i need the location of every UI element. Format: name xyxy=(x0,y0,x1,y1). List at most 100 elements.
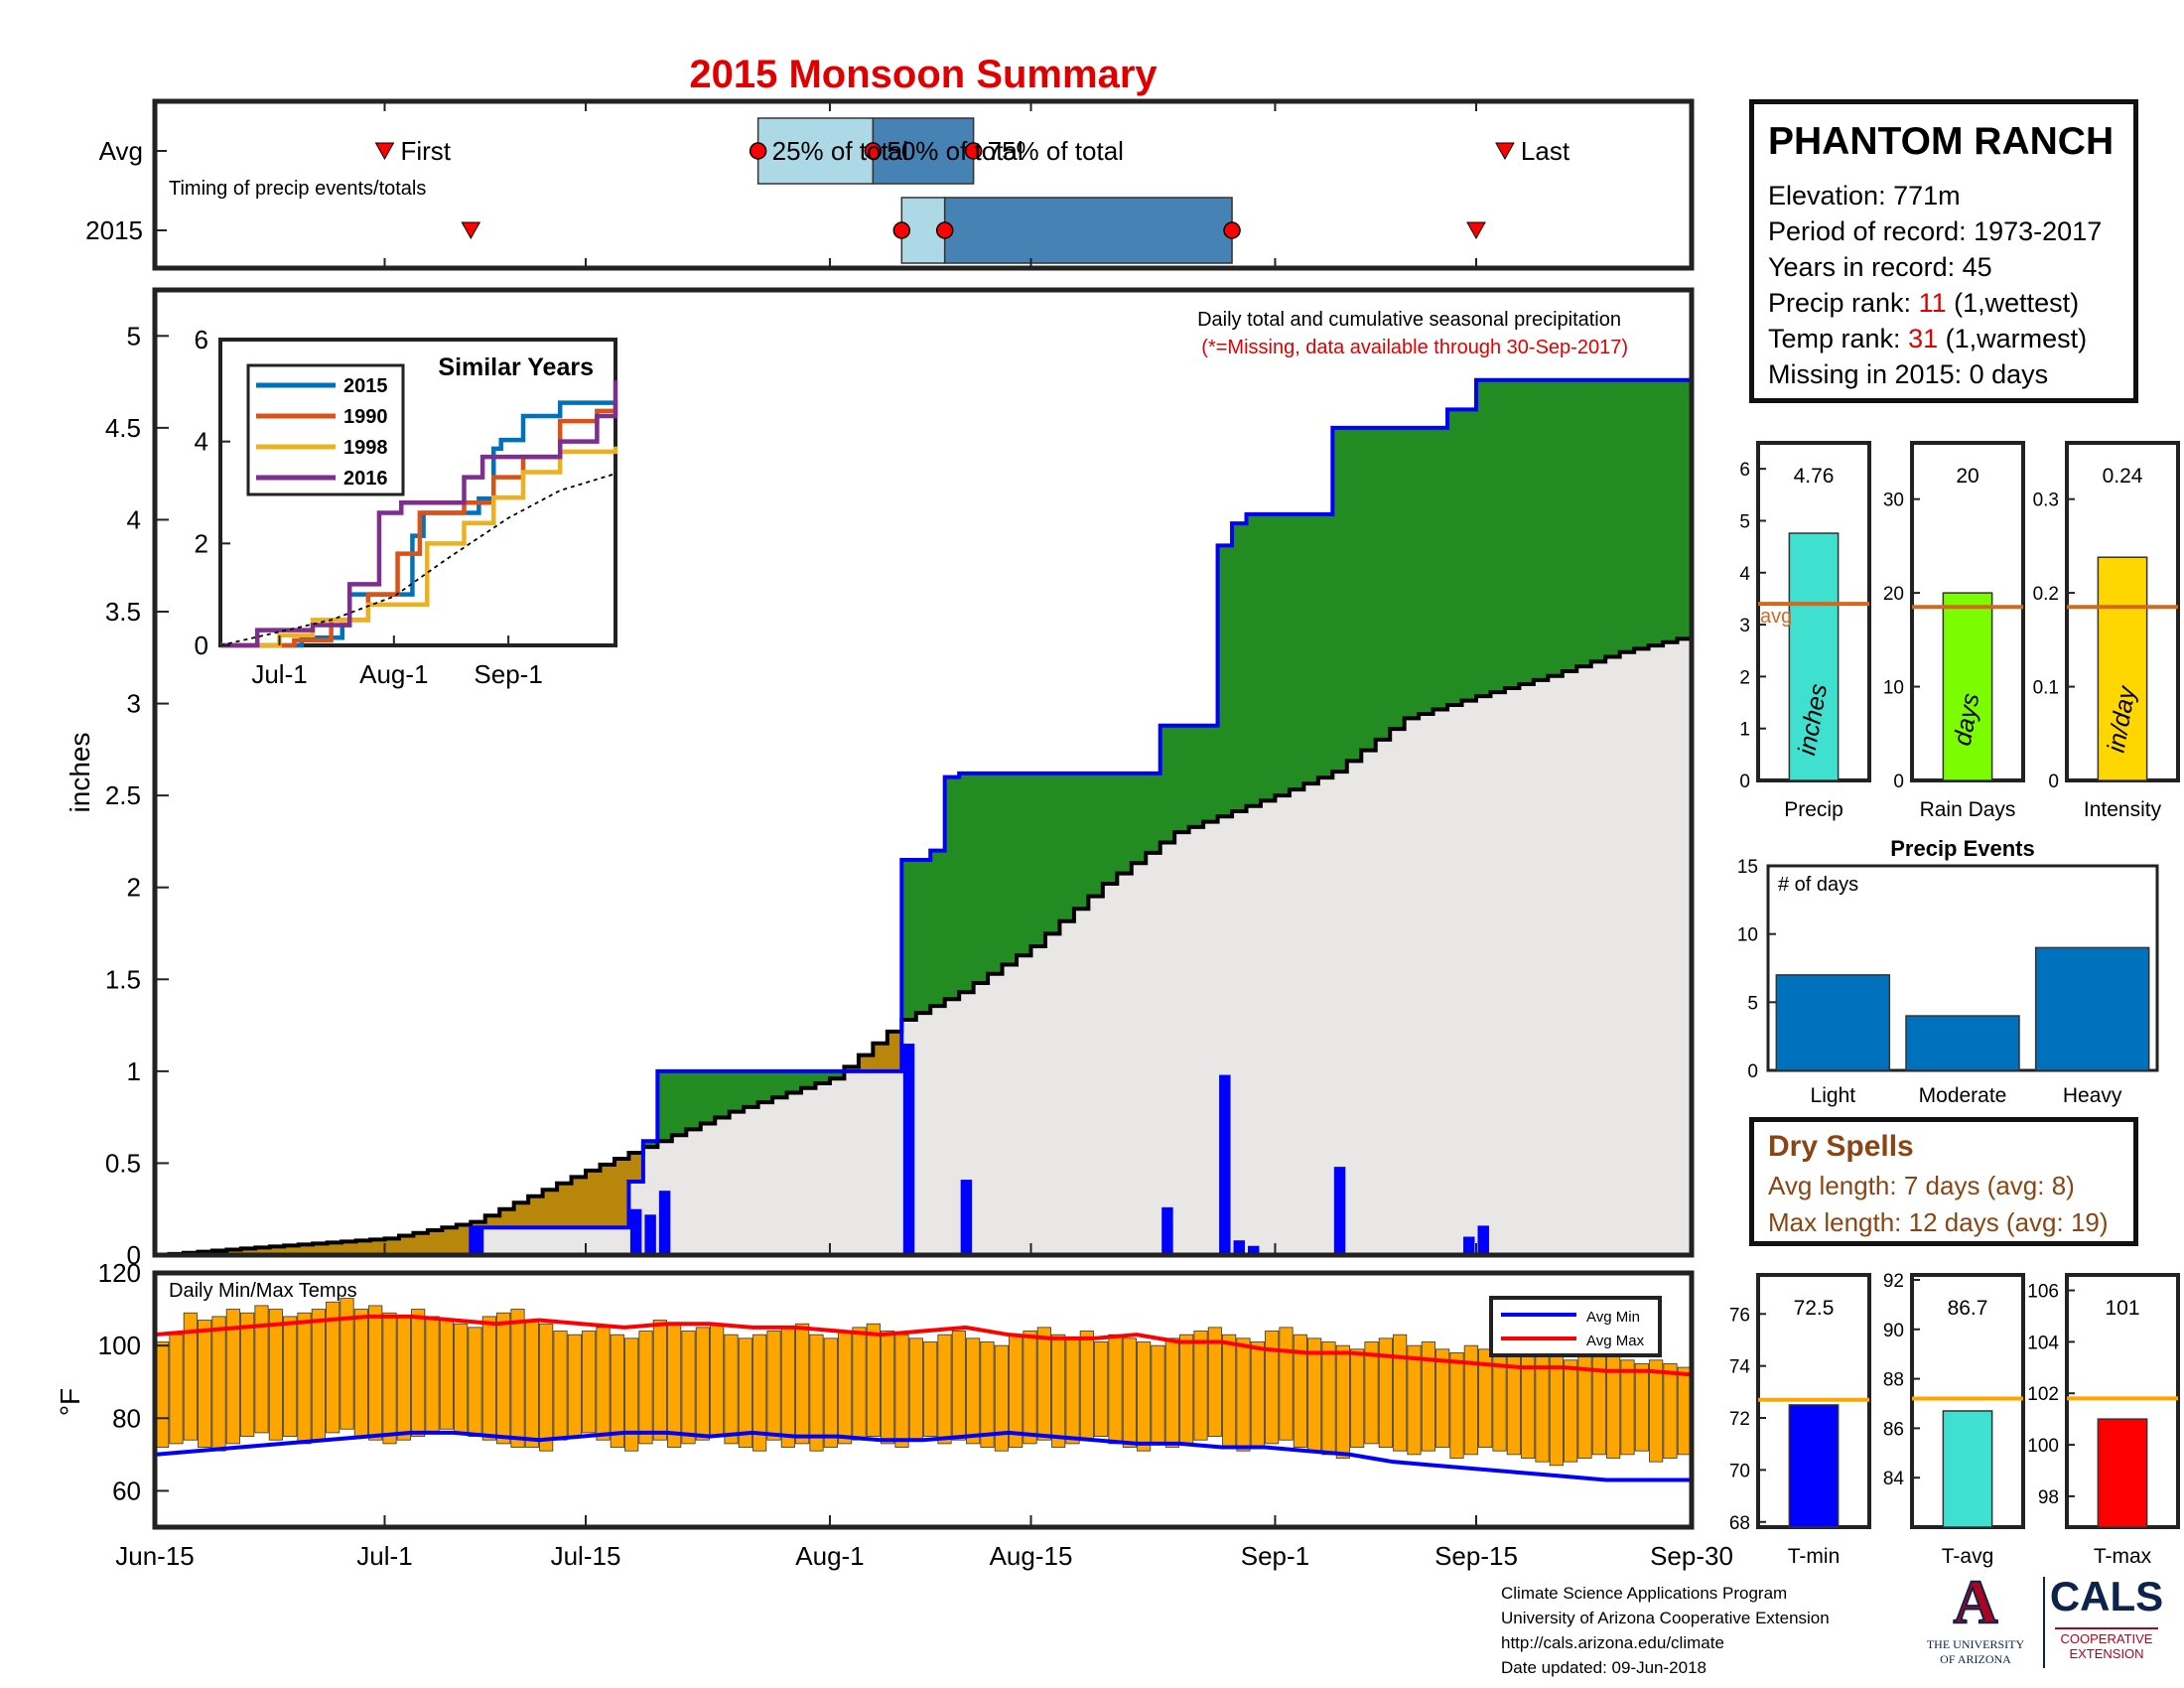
daily-temp-bar xyxy=(1535,1344,1550,1463)
daily-temp-bar xyxy=(1421,1341,1435,1452)
surplus-band xyxy=(1059,773,1075,921)
surplus-band xyxy=(1203,725,1219,822)
temp-chart-title: Daily Min/Max Temps xyxy=(169,1280,357,1302)
daily-temp-bar xyxy=(425,1316,440,1434)
precip-event-ytick-label: 10 xyxy=(1737,925,1758,946)
temperature-chart: Daily Min/Max Temps °F 60 80 100 120 Jun-15 J… xyxy=(55,1258,1733,1571)
small-panel-category: Precip xyxy=(1784,798,1843,821)
small-panel-value: 4.76 xyxy=(1794,465,1835,488)
daily-temp-bar xyxy=(1463,1344,1478,1456)
surplus-band xyxy=(1346,427,1362,762)
small-panel-ytick-label: 102 xyxy=(2027,1384,2059,1405)
deficit-band xyxy=(327,1242,342,1255)
main-ytick-label: 1.5 xyxy=(105,964,141,994)
daily-temp-bar xyxy=(766,1331,781,1441)
small-panel-ytick-label: 0 xyxy=(1893,772,1904,792)
precip-rank-suffix: (1,wettest) xyxy=(1946,288,2080,318)
small-panel-ytick-label: 104 xyxy=(2027,1333,2059,1353)
daily-precip-bar xyxy=(658,1191,671,1255)
surplus-band xyxy=(1260,513,1277,801)
station-name: PHANTOM RANCH xyxy=(1768,120,2115,163)
daily-temp-bar xyxy=(610,1334,624,1448)
surplus-band xyxy=(1504,379,1520,689)
station-info-box: PHANTOM RANCH Elevation: 771m Period of … xyxy=(1749,99,2138,403)
inset-xtick-label: Aug-1 xyxy=(359,659,428,689)
daily-temp-bar xyxy=(1279,1327,1294,1441)
temp-y-axis-label: °F xyxy=(55,1388,85,1416)
station-missing: Missing in 2015: 0 days xyxy=(1768,359,2049,389)
deficit-band xyxy=(355,1240,371,1255)
timing-label-50: 50% of total xyxy=(887,136,1023,166)
surplus-band xyxy=(1404,427,1420,719)
surplus-band xyxy=(1663,379,1679,642)
inset-ytick-label: 0 xyxy=(195,631,208,660)
daily-temp-bar xyxy=(510,1309,525,1448)
deficit-band xyxy=(398,1235,415,1255)
inset-ytick-label: 4 xyxy=(195,427,208,457)
small-panel-ytick-label: 84 xyxy=(1883,1469,1905,1489)
surplus-band xyxy=(1475,379,1492,697)
small-panel-ytick-label: 0.1 xyxy=(2033,678,2059,699)
timing-panel: Avg 2015 Timing of precip events/totals … xyxy=(85,98,1695,271)
deficit-band xyxy=(614,1158,630,1228)
small-panel-ytick-label: 10 xyxy=(1883,678,1904,699)
daily-precip-bar xyxy=(472,1227,484,1255)
temp-xtick-label: Aug-15 xyxy=(990,1541,1073,1571)
small-panel-ytick-label: 98 xyxy=(2038,1487,2059,1508)
daily-temp-bar xyxy=(1407,1344,1422,1456)
small-panel-ytick-label: 70 xyxy=(1729,1461,1750,1481)
missing-data-note: (*=Missing, data available through 30-Se… xyxy=(1201,337,1628,358)
daily-temp-bar xyxy=(1649,1359,1664,1463)
daily-temp-bar xyxy=(738,1337,752,1448)
precip-events-chart: Precip Events # of days Light Moderate Hea… xyxy=(1737,836,2159,1107)
surplus-band xyxy=(829,1070,846,1079)
small-panel-ytick-label: 92 xyxy=(1883,1271,1904,1292)
inset-legend-label-1998: 1998 xyxy=(343,437,388,459)
precip-event-category: Moderate xyxy=(1919,1084,2007,1107)
daily-temp-bar xyxy=(1009,1334,1024,1448)
small-panel-category: Intensity xyxy=(2084,798,2162,821)
small-panel-ytick-label: 76 xyxy=(1729,1305,1750,1326)
daily-temp-bar xyxy=(752,1334,767,1452)
daily-temp-bar xyxy=(1250,1341,1265,1448)
avg-min-line xyxy=(154,1430,1692,1482)
surplus-band xyxy=(1361,427,1377,751)
temp-legend: Avg Min Avg Max xyxy=(1489,1296,1662,1357)
daily-precip-bar xyxy=(1161,1206,1173,1255)
small-panel-bar xyxy=(1788,532,1840,781)
small-panel-bar xyxy=(1942,1410,1993,1528)
deficit-band xyxy=(442,1227,458,1255)
daily-temp-bar xyxy=(667,1323,682,1448)
deficit-band xyxy=(844,1066,860,1071)
daily-temp-bar xyxy=(340,1298,354,1430)
daily-temp-bar xyxy=(1307,1337,1322,1452)
temp-xtick-label: Sep-15 xyxy=(1434,1541,1518,1571)
daily-temp-bar xyxy=(454,1323,469,1434)
precip-rank-prefix: Precip rank: xyxy=(1768,288,1919,318)
small-panel-bar xyxy=(1788,1404,1840,1528)
daily-temp-bar xyxy=(1164,1337,1179,1448)
daily-temp-bar xyxy=(1051,1334,1066,1448)
daily-temp-bar xyxy=(439,1320,454,1430)
station-precip-rank: Precip rank: 11 (1,wettest) xyxy=(1768,285,2119,321)
daily-temp-bar xyxy=(353,1309,368,1437)
dry-spells-title: Dry Spells xyxy=(1768,1130,1914,1163)
daily-temp-bar xyxy=(1634,1363,1649,1452)
small-panel-ytick-label: 1 xyxy=(1739,720,1750,741)
precip-event-bar-moderate xyxy=(1905,1015,2020,1071)
similar-years-inset: Similar Years 2015 1990 1998 2016 0 2 4 6 Jul-1… xyxy=(195,325,618,689)
surplus-band xyxy=(1576,379,1592,667)
figure-title: 2015 Monsoon Summary xyxy=(689,53,1158,96)
daily-temp-bar xyxy=(297,1312,312,1445)
legend-avg-min: Avg Min xyxy=(1586,1309,1640,1326)
deficit-band xyxy=(427,1230,443,1255)
small-panel-category: Rain Days xyxy=(1920,798,2016,821)
inset-legend-label-1990: 1990 xyxy=(343,406,388,428)
small-panel-avg-label: avg xyxy=(1760,606,1792,628)
main-ytick-label: 0 xyxy=(127,1240,141,1270)
small-panel-ytick-label: 4 xyxy=(1739,564,1750,585)
inset-series-1998 xyxy=(220,446,618,648)
daily-precip-bar xyxy=(902,1044,915,1255)
daily-temp-bar xyxy=(1137,1341,1152,1452)
